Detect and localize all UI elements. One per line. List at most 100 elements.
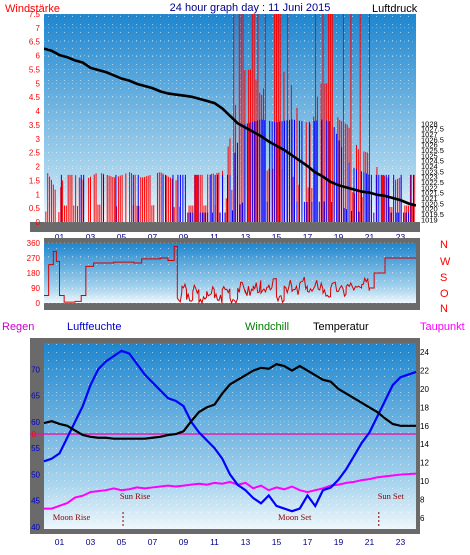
wind-tick-label: 5 [36, 79, 41, 88]
climate-panel: Moon Rise Sun Rise Moon Set Sun Set 0 40 45 5… [30, 338, 429, 547]
pressure-y-ticks: 10191019.510201020.510211021.510221022.5… [421, 119, 444, 224]
panel2-left-axis-strip [0, 238, 44, 310]
pressure-tick-label: 1027 [421, 130, 438, 139]
pressure-tick-label: 1021.5 [421, 189, 444, 198]
pressure-axis-label: Luftdruck [372, 3, 418, 15]
wind-direction-series [44, 245, 416, 305]
pressure-tick-label: 1019 [421, 215, 438, 224]
wind-tick-label: 4.5 [29, 93, 41, 102]
temperature-tick-label: 14 [420, 440, 429, 449]
pressure-tick-label: 1022 [421, 183, 438, 192]
hour-tick-label: 05 [117, 232, 127, 242]
wind-tick-label: 1 [36, 190, 41, 199]
event-label: Sun Set [378, 491, 405, 501]
pressure-tick-label: 1024 [421, 162, 438, 171]
direction-tick-label: 270 [27, 254, 41, 263]
hour-tick-label: 01 [55, 232, 65, 242]
hour-tick-label: 17 [303, 232, 313, 242]
hour-tick-label: 03 [86, 232, 96, 242]
panel1-right-axis-strip [416, 14, 470, 222]
temperature-y-ticks: 6 8 10 12 14 16 18 20 22 24 [420, 348, 429, 523]
humidity-tick-label: 55 [31, 444, 40, 453]
wind-y-ticks: 0 0.5 1 1.5 2 2.5 3 3.5 4 4.5 5 5.5 6 6.5 7 7.5 [29, 10, 41, 227]
pressure-tick-label: 1025 [421, 151, 438, 160]
wind-tick-label: 7 [36, 24, 41, 33]
hour-tick-label: 23 [396, 537, 406, 547]
event-label: Moon Rise [53, 512, 91, 522]
pressure-tick-label: 1025.5 [421, 146, 444, 155]
temperature-line [43, 362, 416, 440]
hour-tick-label: 01 [55, 537, 65, 547]
wind-tick-label: 0 [36, 218, 41, 227]
direction-tick-label: 180 [27, 269, 41, 278]
direction-tick-label: 0 [36, 299, 41, 308]
humidity-tick-label: 50 [31, 470, 40, 479]
compass-label: N [440, 303, 448, 315]
rain-label: Regen [2, 321, 34, 333]
temperature-tick-label: 12 [420, 459, 429, 468]
sun-moon-events: Moon Rise Sun Rise Moon Set Sun Set [53, 491, 405, 527]
chart-title: 24 hour graph day : 11 Juni 2015 [170, 2, 331, 14]
hour-tick-label: 19 [334, 537, 344, 547]
temperature-tick-label: 16 [420, 422, 429, 431]
compass-label: O [440, 288, 449, 300]
event-label: Sun Rise [120, 491, 151, 501]
humidity-line [43, 349, 417, 513]
wind-tick-label: 4 [36, 107, 41, 116]
wind-tick-label: 7.5 [29, 10, 41, 19]
zero-line-series: 0 [30, 430, 416, 439]
hour-tick-label: 03 [86, 537, 96, 547]
humidity-label: Luftfeuchte [67, 321, 121, 333]
pressure-tick-label: 1023 [421, 173, 438, 182]
pressure-tick-label: 1019.5 [421, 210, 444, 219]
temperature-tick-label: 18 [420, 403, 429, 412]
wind-gust-series [60, 119, 415, 222]
hour-tick-label: 21 [365, 232, 375, 242]
pressure-tick-label: 1021 [421, 194, 438, 203]
humidity-tick-label: 45 [31, 497, 40, 506]
pressure-line [43, 47, 417, 207]
humidity-tick-label: 65 [31, 392, 40, 401]
dewpoint-series [44, 472, 417, 510]
humidity-tick-label: 60 [31, 418, 40, 427]
direction-y-ticks: 0 90 180 270 360 [27, 239, 41, 308]
zero-marker-label: 0 [32, 430, 37, 439]
wind-tick-label: 2 [36, 163, 41, 172]
pressure-series [43, 47, 417, 207]
humidity-y-ticks: 40 45 50 55 60 65 70 [31, 365, 40, 532]
hour-tick-label: 11 [210, 232, 219, 242]
temperature-tick-label: 10 [420, 477, 429, 486]
direction-line [44, 245, 416, 305]
hour-tick-label: 19 [334, 232, 344, 242]
dewpoint-label: Taupunkt [420, 321, 465, 333]
pressure-tick-label: 1022.5 [421, 178, 444, 187]
pressure-tick-label: 1020 [421, 205, 438, 214]
panel1-left-axis-strip [30, 14, 44, 222]
panel3-x-ticks: 01 03 05 07 09 11 13 15 17 19 21 23 [55, 537, 406, 547]
wind-tick-label: 3 [36, 135, 41, 144]
hour-tick-label: 13 [241, 537, 251, 547]
hour-tick-label: 07 [148, 537, 158, 547]
panel1-x-ticks: 01 03 05 07 09 11 13 15 17 19 21 23 [55, 232, 406, 242]
direction-tick-label: 360 [27, 239, 41, 248]
temperature-tick-label: 6 [420, 514, 425, 523]
temperature-series [43, 362, 416, 440]
pressure-tick-label: 1028 [421, 119, 438, 128]
hour-tick-label: 09 [179, 232, 189, 242]
compass-label: S [440, 272, 447, 284]
pressure-tick-label: 1026.5 [421, 135, 444, 144]
pressure-tick-label: 1026 [421, 141, 438, 150]
pressure-tick-label: 1020.5 [421, 199, 444, 208]
temperature-tick-label: 20 [420, 385, 429, 394]
compass-label: W [440, 256, 451, 268]
windchill-label: Windchill [245, 321, 289, 333]
hour-tick-label: 15 [272, 232, 282, 242]
hour-tick-label: 09 [179, 537, 189, 547]
hour-tick-label: 23 [396, 232, 406, 242]
pressure-tick-label: 1023.5 [421, 167, 444, 176]
hour-tick-label: 13 [241, 232, 251, 242]
compass-label: N [440, 239, 448, 251]
